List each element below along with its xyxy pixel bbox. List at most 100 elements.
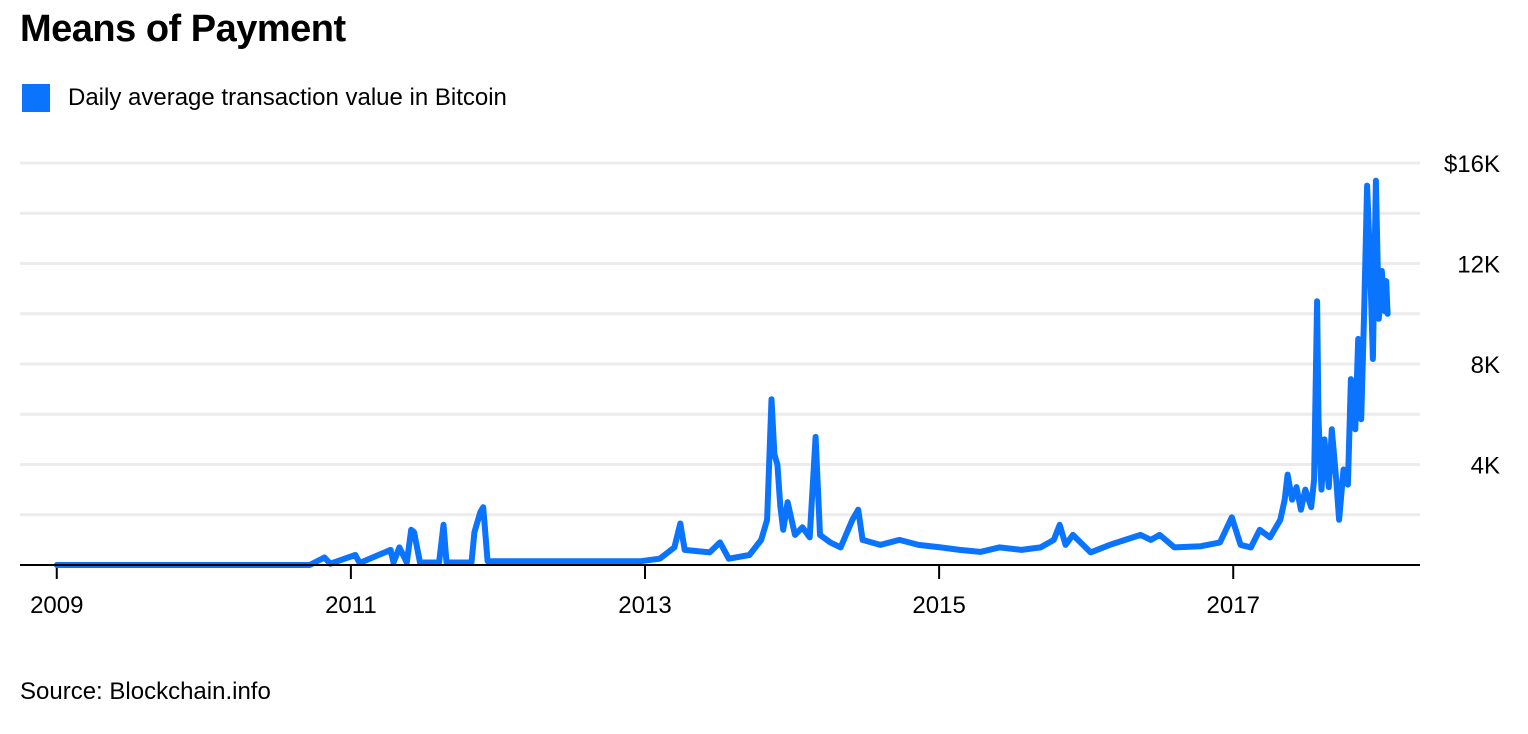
data-point <box>406 561 408 563</box>
data-point <box>1318 418 1320 420</box>
data-point <box>1284 499 1286 501</box>
data-point <box>659 558 661 560</box>
data-point <box>1300 509 1302 511</box>
data-point <box>540 560 542 562</box>
data-point <box>1381 270 1383 272</box>
data-point <box>398 546 400 548</box>
data-point <box>1385 280 1387 282</box>
data-point <box>719 541 721 543</box>
data-point <box>354 554 356 556</box>
data-point <box>1279 519 1281 521</box>
data-point <box>1259 529 1261 531</box>
data-point <box>323 556 325 558</box>
data-point <box>776 464 778 465</box>
data-point <box>918 544 920 546</box>
data-point <box>815 436 817 438</box>
data-point <box>819 534 821 536</box>
data-point <box>998 546 1000 548</box>
data-point <box>419 561 421 563</box>
data-point <box>1291 499 1293 501</box>
data-point <box>794 534 796 536</box>
data-point <box>1366 185 1368 187</box>
data-point <box>1372 358 1374 360</box>
data-point <box>390 549 392 551</box>
data-point <box>979 551 981 553</box>
data-point <box>1347 484 1349 486</box>
data-point <box>1065 544 1067 546</box>
data-point <box>410 529 412 531</box>
data-point <box>1287 474 1289 476</box>
data-point <box>1343 469 1345 471</box>
data-point <box>840 546 842 548</box>
data-point <box>445 561 447 563</box>
data-point <box>782 529 784 531</box>
data-point <box>1109 544 1111 546</box>
data-point <box>1200 545 1202 547</box>
data-point <box>1350 378 1352 380</box>
data-point <box>359 562 361 564</box>
data-point <box>679 523 681 525</box>
data-point <box>1219 541 1221 543</box>
chart-title: Means of Payment <box>20 8 346 50</box>
data-point <box>1159 534 1161 536</box>
data-point <box>1363 313 1365 315</box>
x-tick-label: 2015 <box>912 592 965 619</box>
data-point <box>1387 313 1389 315</box>
data-point <box>1269 536 1271 538</box>
x-tick-label: 2013 <box>618 592 671 619</box>
data-point <box>438 561 440 563</box>
data-point <box>1240 544 1242 546</box>
data-point <box>809 536 811 538</box>
data-point <box>1304 489 1306 491</box>
data-point <box>851 519 853 521</box>
data-point <box>1375 180 1377 182</box>
source-note: Source: Blockchain.info <box>20 678 271 705</box>
legend: Daily average transaction value in Bitco… <box>22 84 507 112</box>
data-point <box>801 526 803 528</box>
data-point <box>748 554 750 556</box>
data-point <box>1335 479 1337 481</box>
data-point <box>879 544 881 546</box>
data-point <box>1072 534 1074 536</box>
data-point <box>787 501 789 503</box>
data-point <box>1020 549 1022 551</box>
series-line <box>53 177 1391 568</box>
data-point <box>1360 418 1362 420</box>
data-point <box>1328 486 1330 488</box>
x-tick-label: 2017 <box>1207 592 1260 619</box>
data-point <box>1354 428 1356 430</box>
y-tick-label: 12K <box>1457 252 1500 279</box>
data-point <box>959 549 961 551</box>
data-point <box>473 531 475 533</box>
data-point <box>1231 516 1233 518</box>
data-point <box>487 560 489 562</box>
data-point <box>329 563 331 565</box>
data-point <box>1310 506 1312 508</box>
data-point <box>1150 539 1152 541</box>
data-point <box>709 551 711 553</box>
data-point <box>479 511 481 513</box>
data-point <box>728 558 730 560</box>
data-point <box>1384 310 1386 312</box>
y-tick-label: $16K <box>1444 151 1500 178</box>
data-point <box>1090 551 1092 553</box>
y-tick-label: 8K <box>1471 352 1500 379</box>
y-tick-label: 4K <box>1471 453 1500 480</box>
data-point <box>1173 546 1175 548</box>
data-point <box>940 546 942 548</box>
data-point <box>1369 260 1371 262</box>
legend-label: Daily average transaction value in Bitco… <box>68 84 507 111</box>
data-point <box>413 531 415 533</box>
data-point <box>770 398 772 400</box>
data-point <box>829 541 831 543</box>
data-point <box>1323 438 1325 440</box>
data-point <box>1378 318 1380 320</box>
data-point <box>1250 546 1252 548</box>
data-point <box>482 506 484 508</box>
data-point <box>779 505 781 507</box>
data-point <box>1295 486 1297 488</box>
data-point <box>1338 519 1340 521</box>
data-point <box>1313 479 1315 481</box>
data-point <box>1053 539 1055 541</box>
